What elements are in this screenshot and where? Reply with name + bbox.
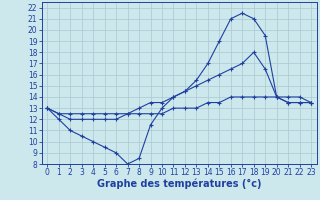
X-axis label: Graphe des températures (°c): Graphe des températures (°c) [97, 179, 261, 189]
